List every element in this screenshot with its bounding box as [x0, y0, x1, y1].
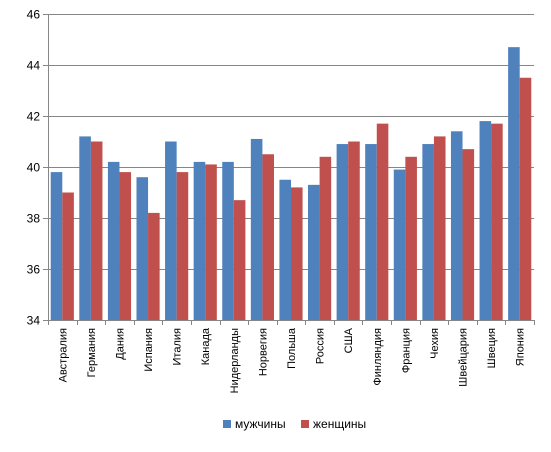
bar-series2	[205, 164, 217, 320]
bar-series2	[148, 212, 160, 320]
bar-series1	[136, 177, 149, 320]
bar-series1	[336, 144, 349, 320]
x-tick-label: Италия	[172, 328, 184, 366]
bar-series2	[405, 156, 417, 320]
x-tick-label: Чехия	[429, 328, 441, 359]
bar-series2	[376, 123, 389, 321]
bar-series1	[508, 47, 520, 321]
bar-series1	[165, 141, 177, 320]
bar-series2	[233, 200, 246, 320]
bar-series1	[393, 169, 406, 320]
bar-series2	[262, 154, 274, 320]
bar-series1	[308, 184, 320, 320]
bar-series2	[519, 77, 532, 320]
bar-series2	[433, 136, 446, 320]
x-tick-label: Испания	[143, 328, 155, 372]
y-tick-label: 44	[27, 59, 41, 73]
bar-series2	[119, 172, 132, 320]
y-tick-label: 38	[27, 212, 41, 226]
x-axis: Австралия Германия Дания Испания Италия Канад…	[48, 320, 535, 393]
legend-swatch	[223, 420, 231, 428]
x-tick-label: Финляндия	[372, 328, 384, 386]
bar-series1	[107, 161, 120, 320]
bar-series2	[176, 172, 189, 320]
legend-swatch	[301, 420, 309, 428]
bar-series1	[250, 138, 263, 320]
bar-series1	[222, 161, 234, 320]
bar-series2	[319, 156, 332, 320]
x-tick-label: Россия	[315, 328, 327, 364]
bar-series1	[193, 161, 206, 320]
y-tick-label: 34	[27, 314, 41, 328]
x-tick-label: Норвегия	[257, 328, 269, 376]
y-axis: 34 36 38 40 42 44 46	[27, 8, 49, 328]
bar-series2	[62, 192, 74, 320]
bar-series1	[279, 179, 291, 320]
bar-series1	[450, 131, 463, 320]
legend-label: мужчины	[235, 417, 286, 431]
bar-series1	[479, 121, 492, 320]
y-tick-label: 46	[27, 8, 41, 22]
y-tick-label: 40	[27, 161, 41, 175]
x-tick-label: Польша	[286, 327, 298, 369]
x-tick-label: Япония	[515, 328, 527, 366]
bar-series2	[462, 149, 475, 320]
bar-series1	[79, 136, 91, 320]
bar-series2	[291, 187, 303, 320]
x-tick-label: Нидерланды	[229, 328, 241, 393]
bar-series1	[422, 144, 434, 320]
y-tick-label: 42	[27, 110, 41, 124]
bar-series2	[491, 123, 503, 321]
x-tick-label: Канада	[200, 327, 212, 365]
bar-series1	[50, 172, 63, 320]
x-tick-label: Австралия	[57, 328, 69, 382]
y-tick-label: 36	[27, 263, 41, 277]
legend-label: женщины	[313, 417, 366, 431]
x-tick-label: Дания	[114, 328, 126, 360]
x-tick-label: США	[343, 327, 355, 353]
x-tick-label: Германия	[86, 328, 98, 377]
x-tick-label: Швейцария	[458, 328, 470, 387]
legend: мужчины женщины	[223, 417, 366, 431]
bars	[50, 47, 532, 321]
bar-series2	[90, 141, 103, 320]
x-tick-label: Швеция	[486, 328, 498, 368]
bar-series1	[365, 144, 377, 320]
x-tick-label: Франция	[400, 328, 412, 373]
bar-series2	[348, 141, 360, 320]
